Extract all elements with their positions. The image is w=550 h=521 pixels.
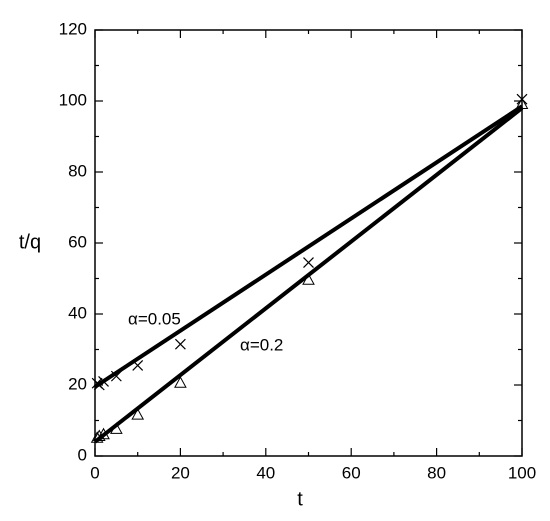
y-tick-label: 100	[59, 90, 87, 109]
fit-line	[93, 104, 524, 389]
marker-triangle	[131, 408, 145, 420]
annotation: α=0.2	[240, 335, 283, 354]
x-tick-label: 40	[256, 463, 275, 482]
y-tick-label: 0	[78, 445, 87, 464]
marker-triangle	[174, 376, 187, 388]
x-tick-label: 20	[171, 463, 190, 482]
x-tick-label: 100	[508, 463, 536, 482]
x-tick-label: 60	[342, 463, 361, 482]
y-tick-label: 20	[68, 374, 87, 393]
marker-x	[303, 257, 314, 268]
y-tick-label: 60	[68, 232, 87, 251]
x-tick-label: 0	[90, 463, 99, 482]
y-tick-label: 80	[68, 161, 87, 180]
annotation: α=0.05	[128, 309, 181, 328]
y-tick-label: 40	[68, 303, 87, 322]
x-tick-label: 80	[427, 463, 446, 482]
y-axis-label: t/q	[19, 231, 41, 253]
fit-line	[93, 106, 524, 444]
y-tick-label: 120	[59, 19, 87, 38]
x-axis-label: t	[297, 488, 303, 510]
marker-x	[174, 338, 186, 350]
